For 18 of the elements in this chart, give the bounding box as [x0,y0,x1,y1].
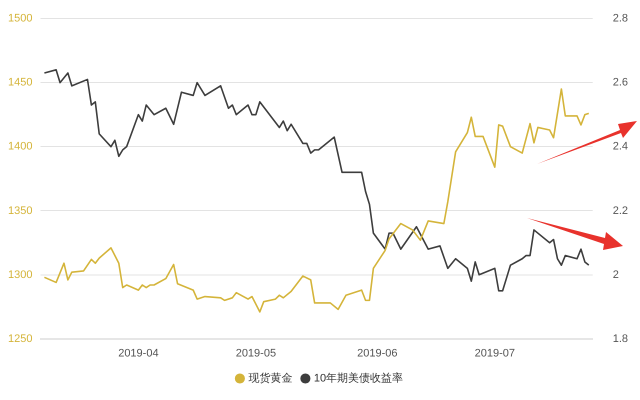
y-tick-label: 1500 [8,12,32,25]
x-tick-label: 2019-05 [236,347,276,360]
y-tick-label: 1250 [8,332,32,345]
legend-label: 现货黄金 [248,372,292,385]
x-tick-label: 2019-06 [357,347,398,360]
x-tick-label: 2019-04 [118,347,159,360]
y2-tick-label: 1.8 [612,332,628,345]
y2-tick-label: 2.4 [612,140,628,153]
legend-label: 10年期美债收益率 [314,372,404,385]
y2-tick-label: 2.8 [612,12,628,25]
x-tick-label: 2019-07 [474,347,515,360]
y2-tick-label: 2.6 [612,76,628,89]
y-tick-label: 1450 [8,76,32,89]
y-tick-label: 1300 [8,268,32,281]
y-tick-label: 1350 [8,204,32,217]
y2-tick-label: 2 [612,268,619,281]
y2-tick-label: 2.2 [612,204,628,217]
y-tick-label: 1400 [8,140,32,153]
